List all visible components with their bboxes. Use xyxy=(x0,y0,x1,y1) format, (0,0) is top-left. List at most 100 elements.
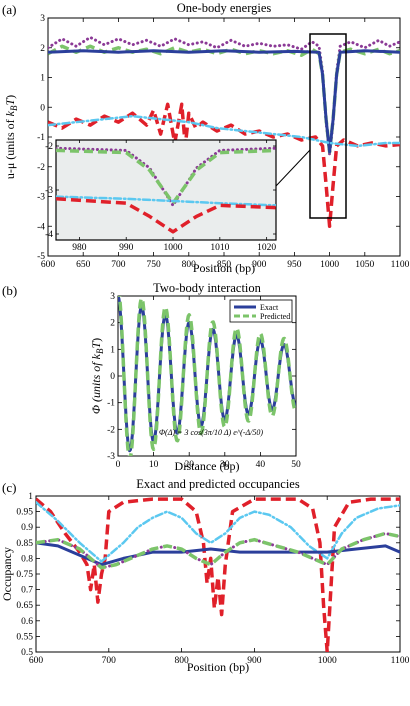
panel-a-ticks: 600 650 700 750 800 850 900 950 1000 1050 1100 -5 -4… xyxy=(37,14,409,270)
panel-c-label: (c) xyxy=(2,480,16,495)
panel-a-ytick-label: -4 xyxy=(37,222,45,232)
panel-a-xtick-label: 950 xyxy=(287,260,302,270)
panel-b-ytick-label: 0 xyxy=(110,372,115,382)
panel-a-xtick-label: 650 xyxy=(76,260,91,270)
panel-a-ytick-label: 3 xyxy=(40,14,45,24)
zoom-box xyxy=(309,33,347,219)
panel-c-ytick-label: 0.85 xyxy=(16,539,33,549)
panel-c-xlabel: Position (bp) xyxy=(187,660,249,674)
panel-b-xlabel: Distance (bp) xyxy=(175,459,240,473)
panel-c-ytick-label: 1 xyxy=(28,492,33,502)
inset-xtick-label: 1020 xyxy=(257,243,276,253)
panel-b-xtick-label: 50 xyxy=(291,460,301,470)
panel-b-ytick-label: -2 xyxy=(107,425,115,435)
panel-c-ytick-label: 0.7 xyxy=(21,586,33,596)
panel-c-ytick-label: 0.8 xyxy=(21,554,33,564)
panel-a-series xyxy=(48,35,400,228)
panel-a-xtick-label: 750 xyxy=(146,260,161,270)
panel-b-ylabel-main: Φ (units of xyxy=(89,359,103,414)
inset-ytick-label: -3 xyxy=(45,186,53,196)
panel-b-ytick-label: 3 xyxy=(110,292,115,302)
panel-a-ylabel-sub: B xyxy=(9,105,19,111)
panel-b-xtick-label: 30 xyxy=(220,460,230,470)
panel-a-xtick-label: 1100 xyxy=(391,260,410,270)
panel-b-ylabel: Φ (units of kBT) xyxy=(89,338,105,414)
panel-c-title: Exact and predicted occupancies xyxy=(136,477,300,491)
panel-a-ytick-label: -1 xyxy=(37,133,45,143)
panel-a-xtick-label: 1050 xyxy=(355,260,374,270)
panel-a-xtick-label: 900 xyxy=(252,260,267,270)
panel-c-xtick-label: 700 xyxy=(102,656,117,666)
panel-c-ytick-label: 0.9 xyxy=(21,523,33,533)
panel-a-xtick-label: 600 xyxy=(41,260,56,270)
panel-b-ylabel-sub: B xyxy=(95,348,105,354)
panel-a-xtick-label: 800 xyxy=(182,260,197,270)
inset-xtick-label: 980 xyxy=(72,243,87,253)
panel-a-series-purple-dots xyxy=(48,35,400,157)
inset-ytick-label: -4 xyxy=(45,230,53,240)
panel-b-title: Two-body interaction xyxy=(153,281,262,295)
panel-b-ylabel-close: ) xyxy=(89,338,103,342)
panel-a-ytick-label: 1 xyxy=(40,74,45,84)
panel-a-ytick-label: -3 xyxy=(37,193,45,203)
panel-a-ylabel-t: T xyxy=(3,98,17,106)
panel-a-ytick-label: -2 xyxy=(37,163,45,173)
inset-series xyxy=(56,146,276,234)
panel-a-ytick-label: 0 xyxy=(40,103,45,113)
panel-b-xtick-label: 10 xyxy=(149,460,159,470)
panel-a-ytick-label: 2 xyxy=(40,44,45,54)
panel-b-ylabel-t: T xyxy=(89,341,103,349)
inset-xtick-label: 1000 xyxy=(164,243,183,253)
panel-b-ytick-label: 1 xyxy=(110,345,115,355)
panel-a-series-cyan-dashdot xyxy=(48,114,400,148)
panel-b-ytick-label: -3 xyxy=(107,452,115,462)
panel-c-ytick-label: 0.75 xyxy=(16,570,33,580)
inset-ticks: 980 990 1000 1010 1020 -4 -3 -2 xyxy=(45,140,276,253)
panel-a-series-green-dash xyxy=(48,44,400,154)
inset-series-red-dash xyxy=(56,197,276,234)
panel-a-xtick-label: 850 xyxy=(217,260,232,270)
panel-b-ticks: 0 10 20 30 40 50 -3 -2 -1 0 1 2 3 xyxy=(107,292,301,470)
panel-a-xtick-label: 700 xyxy=(111,260,126,270)
panel-a-ytick-label: -5 xyxy=(37,252,45,262)
formula-annotation: Φ(Δ) = 3 cos(3π/10 Δ) e^(-Δ/50) xyxy=(159,428,263,437)
panel-c-series-purple-dots xyxy=(36,531,400,570)
panel-c-ylabel: Occupancy xyxy=(0,547,14,601)
panel-c-xtick-label: 1100 xyxy=(391,656,410,666)
legend-label-predicted: Predicted xyxy=(260,312,290,321)
panel-b-label: (b) xyxy=(2,283,17,298)
panel-c-ytick-label: 0.55 xyxy=(16,632,33,642)
panel-c-xtick-label: 1000 xyxy=(318,656,337,666)
panel-b-series xyxy=(118,296,296,456)
panel-a-ylabel-close: ) xyxy=(3,95,17,99)
panel-c-series-blue-line xyxy=(36,541,400,567)
panel-c-series-cyan-dashdot xyxy=(36,500,400,563)
panel-b-xtick-label: 0 xyxy=(116,460,121,470)
panel-a-label: (a) xyxy=(2,2,16,17)
inset-xtick-label: 990 xyxy=(119,243,134,253)
panel-a: (a) One-body energies 600 650 700 750 800 850… xyxy=(2,1,410,275)
inset-series-green-dash xyxy=(56,148,276,205)
panel-c-frame xyxy=(35,495,401,653)
inset-series-purple-dots xyxy=(56,146,276,207)
panel-b-xtick-label: 40 xyxy=(256,460,266,470)
panel-b-ytick-label: -1 xyxy=(107,399,115,409)
panel-c-series-red-dash xyxy=(36,497,400,652)
panel-a-title: One-body energies xyxy=(177,1,272,15)
panel-c-xtick-label: 800 xyxy=(174,656,189,666)
panel-c: (c) Exact and predicted occupancies 600 7… xyxy=(0,477,410,674)
inset-frame xyxy=(55,139,277,241)
panel-a-xlabel: Position (bp) xyxy=(193,261,255,275)
panel-c-series xyxy=(36,497,400,652)
panel-c-ytick-label: 0.5 xyxy=(21,648,33,658)
panel-b-series-green-dash xyxy=(118,296,296,456)
zoom-connector xyxy=(275,149,311,187)
inset: 980 990 1000 1010 1020 -4 -3 -2 xyxy=(45,139,277,253)
panel-c-ytick-label: 0.65 xyxy=(16,601,33,611)
legend: Exact Predicted xyxy=(229,299,293,323)
panel-a-ylabel-main: u-μ (units of xyxy=(3,116,17,179)
panel-c-xtick-label: 900 xyxy=(247,656,262,666)
panel-a-ylabel: u-μ (units of kBT) xyxy=(3,95,19,179)
inset-ytick-label: -2 xyxy=(45,142,53,152)
